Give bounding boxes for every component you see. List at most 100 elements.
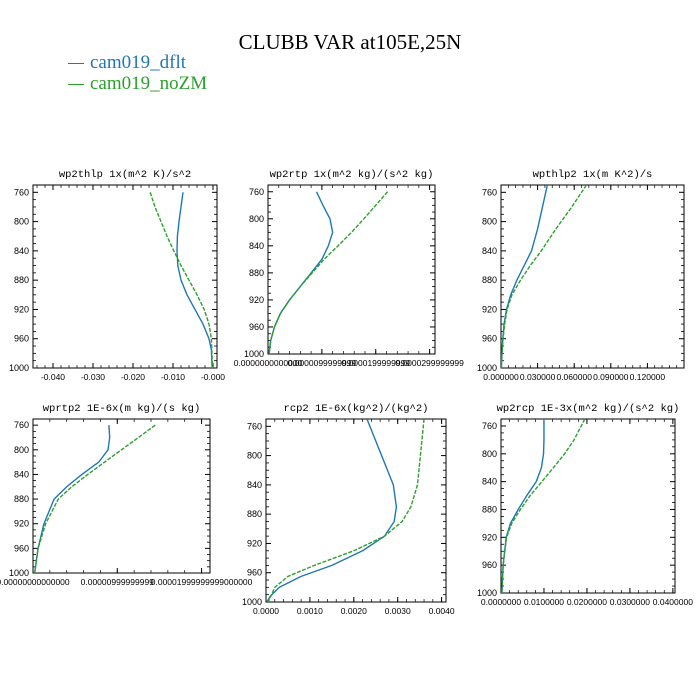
y-tick-label: 840 xyxy=(14,246,29,256)
plot-title: wp2rtp 1x(m^2 kg)/(s^2 kg) xyxy=(270,169,434,181)
y-tick-label: 960 xyxy=(482,334,497,344)
plot-title: wp2thlp 1x(m^2 K)/s^2 xyxy=(59,169,191,181)
y-tick-label: 800 xyxy=(14,217,29,227)
series-line-nozm xyxy=(267,419,425,602)
y-tick-label: 760 xyxy=(482,421,497,431)
series-line-dflt xyxy=(501,185,549,368)
y-tick-label: 920 xyxy=(482,532,497,542)
plot-title: wprtp2 1E-6x(m kg)/(s kg) xyxy=(43,403,201,415)
y-tick-label: 800 xyxy=(482,217,497,227)
x-tick-label: 0.000000 xyxy=(483,372,519,382)
plot-panel-1: wp2thlp 1x(m^2 K)/s^2 760 800 840 880 920 960 1… xyxy=(9,169,225,382)
y-tick-label: 920 xyxy=(482,304,497,314)
series-line-nozm xyxy=(149,192,214,368)
plot-panel-2: wp2rtp 1x(m^2 kg)/(s^2 kg) 760 800 840 880 92… xyxy=(234,169,464,368)
y-tick-label: 1000 xyxy=(9,363,29,373)
y-tick-label: 760 xyxy=(482,187,497,197)
x-tick-label: 0.0000000 xyxy=(481,597,521,607)
y-tick-label: 840 xyxy=(14,469,29,479)
x-tick-label: -0.030 xyxy=(81,372,105,382)
legend-label-nozm: cam019_noZM xyxy=(90,73,208,94)
y-tick-label: 920 xyxy=(14,304,29,314)
x-tick-label: 0.0000199999999 xyxy=(341,358,410,368)
plot-frame xyxy=(267,184,436,355)
x-tick-label: 0.0040 xyxy=(429,606,455,616)
legend-label-dflt: cam019_dflt xyxy=(90,52,187,73)
legend-line-nozm xyxy=(68,84,84,86)
y-tick-label: 960 xyxy=(14,543,29,553)
series-line-nozm xyxy=(501,419,586,593)
x-tick-label: 0.030000 xyxy=(520,372,556,382)
x-tick-label: 0.0300000 xyxy=(610,597,650,607)
series-line-nozm xyxy=(501,185,587,368)
legend-item-dflt: cam019_dflt xyxy=(68,52,207,73)
y-tick-label: 800 xyxy=(247,451,262,461)
x-tick-label: 0.0030 xyxy=(385,606,411,616)
series-line-dflt xyxy=(266,419,398,602)
y-tick-label: 840 xyxy=(482,477,497,487)
y-tick-label: 880 xyxy=(14,494,29,504)
x-tick-label: -0.000 xyxy=(201,372,225,382)
series-line-nozm xyxy=(33,424,156,573)
y-tick-label: 1000 xyxy=(242,597,262,607)
y-tick-label: 920 xyxy=(249,295,264,305)
plot-frame xyxy=(265,418,447,603)
x-tick-label: 0.060000 xyxy=(556,372,592,382)
plot-panel-4: wprtp2 1E-6x(m kg)/(s kg) 760 800 840 880 920… xyxy=(0,403,253,587)
legend-item-nozm: cam019_noZM xyxy=(68,73,207,94)
plot-title: wp2rcp 1E-3x(m^2 kg)/(s^2 kg) xyxy=(497,403,680,415)
legend-line-dflt xyxy=(68,63,84,65)
y-tick-label: 800 xyxy=(482,449,497,459)
y-tick-label: 880 xyxy=(482,275,497,285)
y-tick-label: 840 xyxy=(249,241,264,251)
x-tick-label: 0.0000299999999 xyxy=(395,358,464,368)
y-tick-label: 960 xyxy=(247,568,262,578)
y-tick-label: 920 xyxy=(14,519,29,529)
y-tick-label: 880 xyxy=(14,275,29,285)
plot-frame xyxy=(32,184,218,369)
x-tick-label: 0.0020 xyxy=(341,606,367,616)
y-tick-label: 800 xyxy=(249,214,264,224)
y-tick-label: 760 xyxy=(14,420,29,430)
x-tick-label: 0.0200000 xyxy=(567,597,607,607)
y-tick-label: 1000 xyxy=(477,363,497,373)
y-tick-label: 960 xyxy=(482,560,497,570)
series-line-dflt xyxy=(176,192,213,368)
x-tick-label: 0.120000 xyxy=(630,372,666,382)
y-tick-label: 760 xyxy=(14,187,29,197)
y-tick-label: 880 xyxy=(482,504,497,514)
x-tick-label: -0.010 xyxy=(161,372,185,382)
y-tick-label: 840 xyxy=(247,480,262,490)
x-tick-label: 0.0100000 xyxy=(524,597,564,607)
y-tick-label: 760 xyxy=(249,187,264,197)
x-tick-label: 0.0000 xyxy=(253,606,279,616)
series-line-dflt xyxy=(33,425,111,573)
plot-frame xyxy=(32,418,211,574)
plot-title: wpthlp2 1x(m K^2)/s xyxy=(533,169,653,181)
x-tick-label: 0.0000000000000 xyxy=(234,358,303,368)
y-tick-label: 920 xyxy=(247,538,262,548)
x-tick-label: -0.040 xyxy=(41,372,65,382)
y-tick-label: 840 xyxy=(482,246,497,256)
plot-frame xyxy=(500,184,685,369)
y-tick-label: 960 xyxy=(249,322,264,332)
plot-panel-3: wpthlp2 1x(m K^2)/s 760 800 840 880 920 960 100… xyxy=(477,169,685,382)
x-tick-label: 0.00000999999999 xyxy=(81,577,155,587)
page-title: CLUBB VAR at105E,25N xyxy=(238,30,462,54)
y-tick-label: 880 xyxy=(249,268,264,278)
x-tick-label: 0.0400000 xyxy=(653,597,693,607)
series-line-dflt xyxy=(268,191,334,354)
y-tick-label: 760 xyxy=(247,421,262,431)
y-tick-label: 800 xyxy=(14,445,29,455)
legend: cam019_dflt cam019_noZM xyxy=(68,52,207,94)
y-tick-label: 1000 xyxy=(9,568,29,578)
y-tick-label: 1000 xyxy=(244,349,264,359)
series-line-nozm xyxy=(268,191,389,354)
x-tick-label: 0.00001999999999000000 xyxy=(151,577,253,587)
x-tick-label: -0.020 xyxy=(121,372,145,382)
plot-title: rcp2 1E-6x(kg^2)/(kg^2) xyxy=(284,403,429,415)
plot-panel-6: wp2rcp 1E-3x(m^2 kg)/(s^2 kg)760 800 840 88… xyxy=(477,403,693,607)
x-tick-label: 0.0010 xyxy=(297,606,323,616)
